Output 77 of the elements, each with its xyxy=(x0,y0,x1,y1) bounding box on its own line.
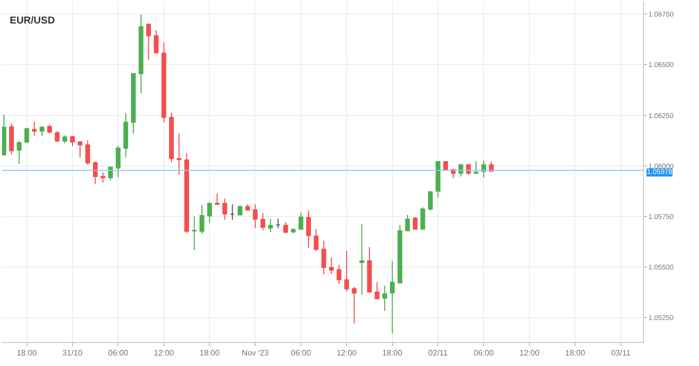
x-tick-label: 18:00 xyxy=(200,348,220,358)
candlestick xyxy=(169,112,174,163)
candlestick xyxy=(78,140,82,158)
x-tick-label: 18:00 xyxy=(565,348,586,358)
candlestick xyxy=(290,228,296,234)
candlestick xyxy=(108,166,113,181)
candlestick xyxy=(321,240,326,276)
candlestick xyxy=(443,161,448,170)
candlestick xyxy=(481,160,486,178)
x-tick-label: 06:00 xyxy=(474,348,494,358)
x-tick-label: 06:00 xyxy=(290,348,312,358)
x-tick-label: 12:00 xyxy=(519,348,540,358)
candlestick xyxy=(306,210,311,248)
candlestick xyxy=(184,152,190,234)
candlestick xyxy=(382,285,388,312)
candlestick xyxy=(420,206,426,230)
candlestick xyxy=(260,212,266,231)
candlestick xyxy=(466,163,471,176)
candlestick xyxy=(207,202,212,224)
candlestick xyxy=(329,257,334,274)
candlestick xyxy=(214,192,220,205)
candlestick xyxy=(230,204,235,220)
candlestick xyxy=(428,190,433,212)
x-tick-label: 03/11 xyxy=(611,348,632,358)
candlestick xyxy=(390,260,395,334)
x-tick-label: 12:00 xyxy=(154,348,174,358)
candlestick xyxy=(100,172,106,184)
candlestick xyxy=(62,134,68,144)
text: EUR/USD xyxy=(10,15,55,26)
candlestick xyxy=(192,216,197,250)
candlestick xyxy=(131,72,136,134)
candlestick xyxy=(32,121,37,136)
x-tick-label: 31/10 xyxy=(62,348,84,358)
candlestick xyxy=(40,126,44,136)
candlestick xyxy=(222,198,228,220)
candlestick xyxy=(398,224,402,284)
candlestick xyxy=(276,218,280,229)
candlestick xyxy=(268,218,273,233)
candlestick xyxy=(298,212,304,230)
candlestick xyxy=(374,282,380,300)
candlestick xyxy=(352,286,357,324)
candlestick xyxy=(70,135,75,146)
candlestick xyxy=(252,204,258,229)
candlestick xyxy=(24,126,30,144)
candlestick xyxy=(367,246,372,293)
candlestick xyxy=(405,214,410,232)
candlestick xyxy=(47,124,52,134)
candlestick xyxy=(16,140,22,164)
candlestick xyxy=(54,130,60,142)
candlestick xyxy=(283,222,288,234)
candlestick xyxy=(9,123,14,155)
candlestick xyxy=(474,160,478,174)
candlestick xyxy=(412,216,418,230)
candlestick xyxy=(138,14,144,94)
candlestick xyxy=(314,228,319,252)
candlestick xyxy=(116,145,121,178)
candlestick xyxy=(245,204,250,212)
x-tick-label: 12:00 xyxy=(336,348,358,358)
candlestick xyxy=(2,114,6,156)
candlestick xyxy=(359,224,364,296)
candlestick xyxy=(238,204,242,216)
candlestick xyxy=(161,42,166,123)
candlestick xyxy=(154,30,159,54)
candlestick xyxy=(176,132,182,176)
x-tick-label: 06:00 xyxy=(108,348,129,358)
candlestick xyxy=(123,112,128,158)
candlestick xyxy=(344,250,349,292)
candlestick xyxy=(92,161,98,184)
x-tick-label: 18:00 xyxy=(16,348,38,358)
x-tick-label: Nov '23 xyxy=(242,348,270,358)
candlestick xyxy=(146,22,151,60)
candlestick xyxy=(200,204,204,234)
x-tick-label: 18:00 xyxy=(382,348,403,358)
candlestick xyxy=(85,140,90,166)
x-tick-label: 02/11 xyxy=(428,348,448,358)
candlestick xyxy=(436,161,440,198)
candlestick xyxy=(336,264,342,284)
